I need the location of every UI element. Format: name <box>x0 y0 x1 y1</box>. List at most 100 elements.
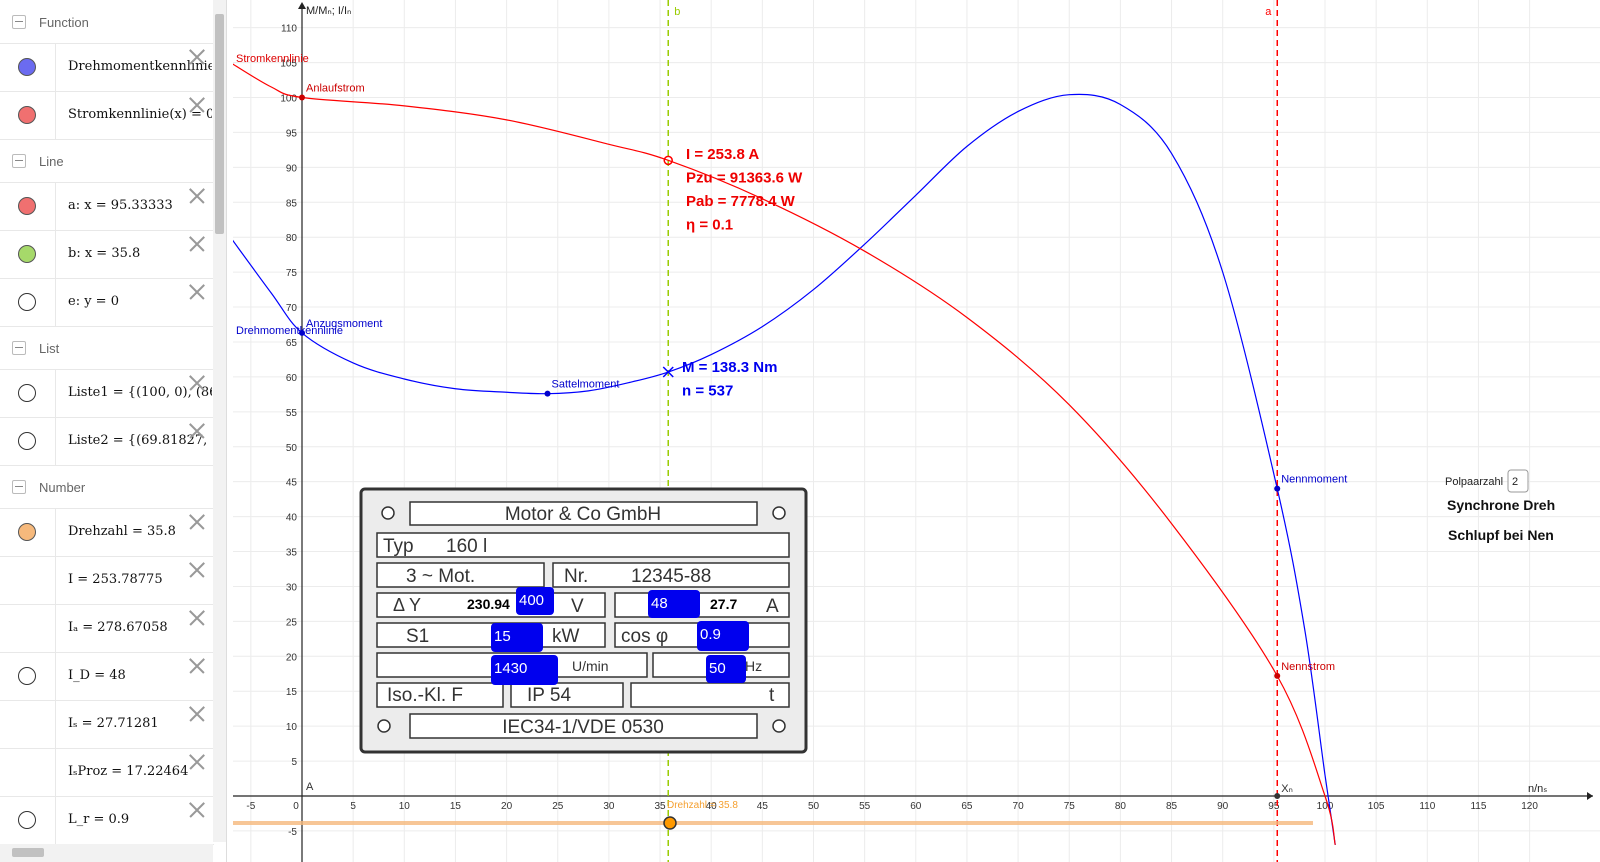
algebra-item[interactable]: Liste2 = {(69.81827, 97.9 <box>0 417 214 466</box>
algebra-item-text[interactable]: a: x = 95.33333 <box>68 198 173 213</box>
algebra-item[interactable]: I_D = 48 <box>0 652 214 701</box>
drehzahl-slider-point[interactable] <box>663 816 677 830</box>
algebra-item[interactable]: IₛProz = 17.22464 <box>0 748 214 797</box>
delete-icon[interactable] <box>187 374 205 392</box>
delete-icon[interactable] <box>187 48 205 66</box>
hz-input-field[interactable]: 50 <box>706 655 746 683</box>
delete-icon[interactable] <box>187 801 205 819</box>
visibility-toggle-icon[interactable] <box>18 245 36 263</box>
section-list[interactable]: List <box>0 328 214 368</box>
delete-icon[interactable] <box>187 283 205 301</box>
vertical-scrollbar[interactable] <box>213 0 226 842</box>
point-xn[interactable] <box>1274 793 1281 799</box>
algebra-item-text[interactable]: L_r = 0.9 <box>68 812 130 827</box>
y-tick-label: 10 <box>286 722 298 733</box>
algebra-item-text[interactable]: I = 253.78775 <box>68 572 163 587</box>
delete-icon[interactable] <box>187 235 205 253</box>
scroll-thumb[interactable] <box>12 848 44 857</box>
polpaarzahl-label: Polpaarzahl <box>1445 476 1503 488</box>
algebra-item[interactable]: Iₛ = 27.71281 <box>0 700 214 749</box>
point-anzugsmoment[interactable] <box>299 329 305 336</box>
algebra-item[interactable]: b: x = 35.8 <box>0 230 214 279</box>
divider <box>0 465 214 466</box>
y-tick-label: 75 <box>286 268 298 279</box>
delete-icon[interactable] <box>187 753 205 771</box>
delete-icon[interactable] <box>187 187 205 205</box>
point-label: Nennmoment <box>1281 474 1347 486</box>
algebra-item[interactable]: Drehmomentkennlinie(x) = <box>0 43 214 92</box>
x-tick-label: 10 <box>399 801 411 812</box>
x-tick-label: 65 <box>961 801 973 812</box>
screw-hole <box>772 506 786 520</box>
collapse-toggle-icon[interactable] <box>12 480 26 494</box>
visibility-toggle-icon[interactable] <box>18 106 36 124</box>
current-intersection-point[interactable] <box>663 155 673 166</box>
screw-hole <box>772 719 786 733</box>
visibility-toggle-icon[interactable] <box>18 197 36 215</box>
delete-icon[interactable] <box>187 561 205 579</box>
graphics-view[interactable]: -5 5 10 15 20 25 30 35 40 45 50 55 60 65 70 75 80 85 90 95 1… <box>233 0 1600 862</box>
cos-input-field[interactable]: 0.9 <box>697 621 749 651</box>
delete-icon[interactable] <box>187 609 205 627</box>
torque-intersection-point[interactable] <box>662 366 674 378</box>
point-anlaufstrom[interactable] <box>299 94 305 101</box>
power-input-field[interactable]: 15 <box>491 623 543 652</box>
algebra-item-text[interactable]: Stromkennlinie(x) = 0 x⁴ <box>68 107 212 122</box>
algebra-item[interactable]: e: y = 0 <box>0 278 214 327</box>
voltage-input-field[interactable]: 400 <box>516 587 554 615</box>
algebra-item-text[interactable]: Drehmomentkennlinie(x) = <box>68 59 212 74</box>
delete-icon[interactable] <box>187 422 205 440</box>
algebra-item[interactable]: a: x = 95.33333 <box>0 182 214 231</box>
visibility-toggle-icon[interactable] <box>18 523 36 541</box>
algebra-item-text[interactable]: I_D = 48 <box>68 668 126 683</box>
algebra-item-text[interactable]: IₛProz = 17.22464 <box>68 764 189 779</box>
current-input-field[interactable]: 48 <box>648 590 700 618</box>
visibility-toggle-icon[interactable] <box>18 811 36 829</box>
algebra-item[interactable]: Iₐ = 278.67058 <box>0 604 214 653</box>
delete-icon[interactable] <box>187 96 205 114</box>
section-line[interactable]: Line <box>0 141 214 181</box>
horizontal-scrollbar[interactable] <box>0 844 213 862</box>
visibility-column <box>0 605 56 653</box>
section-function[interactable]: Function <box>0 2 214 42</box>
point-nennmoment[interactable] <box>1274 485 1281 492</box>
t-box <box>630 682 790 708</box>
visibility-toggle-icon[interactable] <box>18 58 36 76</box>
algebra-item[interactable]: Drehzahl = 35.8 <box>0 508 214 557</box>
visibility-toggle-icon[interactable] <box>18 293 36 311</box>
divider <box>0 139 214 140</box>
collapse-toggle-icon[interactable] <box>12 15 26 29</box>
algebra-item-text[interactable]: Iₐ = 278.67058 <box>68 620 168 635</box>
visibility-column <box>0 557 56 605</box>
collapse-toggle-icon[interactable] <box>12 154 26 168</box>
delete-icon[interactable] <box>187 513 205 531</box>
power-unit: kW <box>552 626 580 647</box>
algebra-item-text[interactable]: Liste1 = {(100, 0), (86.1 <box>68 385 212 400</box>
visibility-toggle-icon[interactable] <box>18 667 36 685</box>
algebra-item-text[interactable]: b: x = 35.8 <box>68 246 141 261</box>
polpaarzahl-input[interactable] <box>1507 469 1529 493</box>
point-nennstrom[interactable] <box>1274 672 1281 679</box>
curve-drehmomentkennlinie[interactable] <box>233 93 1336 845</box>
visibility-toggle-icon[interactable] <box>18 432 36 450</box>
collapse-toggle-icon[interactable] <box>12 341 26 355</box>
algebra-item[interactable]: I = 253.78775 <box>0 556 214 605</box>
section-number[interactable]: Number <box>0 467 214 507</box>
t-label: t <box>769 685 775 706</box>
algebra-item-text[interactable]: e: y = 0 <box>68 294 119 309</box>
rpm-input-field[interactable]: 1430 <box>491 655 558 685</box>
algebra-item-text[interactable]: Iₛ = 27.71281 <box>68 716 159 731</box>
algebra-item-text[interactable]: Liste2 = {(69.81827, 97.9 <box>68 433 212 448</box>
point-sattelmoment[interactable] <box>544 390 551 397</box>
algebra-item-text[interactable]: Drehzahl = 35.8 <box>68 524 176 539</box>
algebra-item[interactable]: L_r = 0.9 <box>0 796 214 845</box>
nr-label: Nr. <box>564 566 588 587</box>
delete-icon[interactable] <box>187 657 205 675</box>
scroll-thumb[interactable] <box>215 14 224 234</box>
algebra-item[interactable]: Stromkennlinie(x) = 0 x⁴ <box>0 91 214 140</box>
visibility-toggle-icon[interactable] <box>18 384 36 402</box>
curve-stromkennlinie[interactable] <box>233 63 1336 846</box>
delete-icon[interactable] <box>187 705 205 723</box>
algebra-item[interactable]: Liste1 = {(100, 0), (86.1 <box>0 369 214 418</box>
x-tick-label: 100 <box>1317 801 1334 812</box>
